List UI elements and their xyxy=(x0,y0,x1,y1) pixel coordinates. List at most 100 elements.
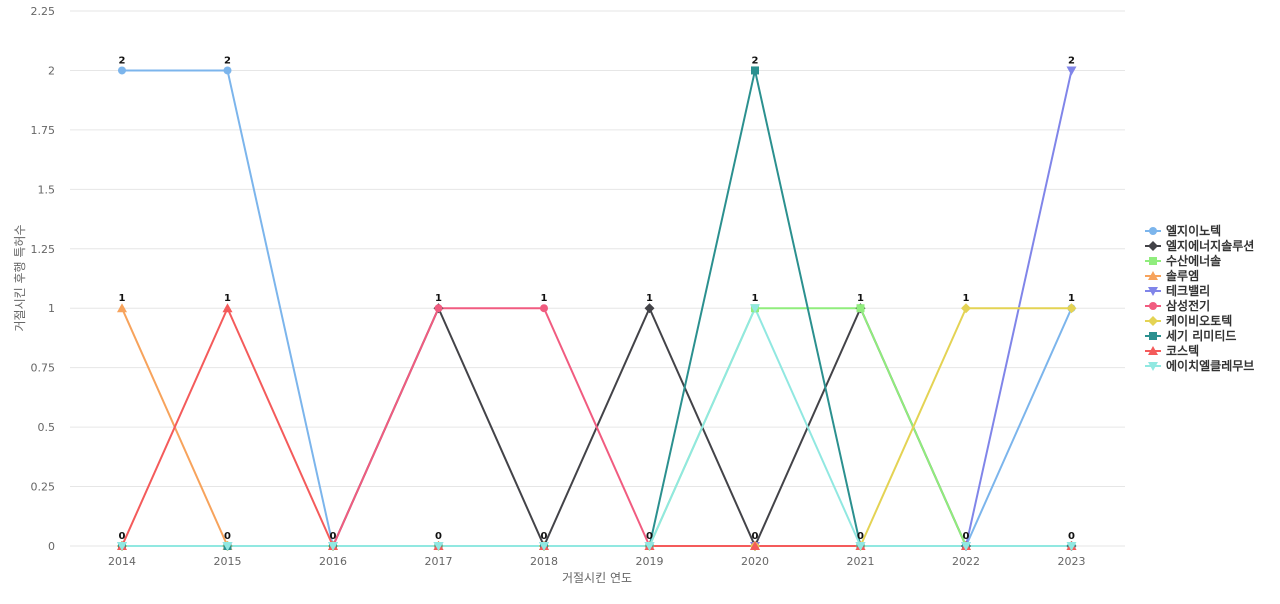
data-label: 0 xyxy=(224,531,231,542)
data-label: 1 xyxy=(1068,293,1075,304)
grid-layer xyxy=(70,10,1125,547)
data-point[interactable] xyxy=(433,542,444,551)
axis-layer: 거절시킨 연도 거절시킨 후행 특허수 0 0.25 0.5 0.75 1 1.25 1.5… xyxy=(12,5,1086,585)
legend-marker xyxy=(1149,257,1157,265)
y-tick-label: 0 xyxy=(48,540,55,553)
legend-marker xyxy=(1148,271,1158,280)
y-tick-label: 1.25 xyxy=(31,243,56,256)
data-label: 1 xyxy=(541,293,548,304)
data-label: 2 xyxy=(224,55,231,66)
x-tick-label: 2023 xyxy=(1058,555,1086,568)
data-point[interactable] xyxy=(1066,542,1077,551)
data-label: 1 xyxy=(224,293,231,304)
data-label: 1 xyxy=(752,293,759,304)
legend-label: 코스텍 xyxy=(1166,343,1199,358)
legend-item[interactable]: 수산에너솔 xyxy=(1145,253,1221,268)
data-label: 0 xyxy=(857,531,864,542)
series-line xyxy=(122,307,1072,547)
y-tick-label: 2 xyxy=(48,64,55,77)
y-tick-label: 0.25 xyxy=(31,481,56,494)
data-point[interactable] xyxy=(223,66,232,75)
x-tick-label: 2015 xyxy=(214,555,242,568)
data-label: 0 xyxy=(963,531,970,542)
y-tick-label: 1.5 xyxy=(38,183,56,196)
legend-item[interactable]: 솔루엠 xyxy=(1145,269,1199,283)
data-point[interactable] xyxy=(328,542,338,551)
data-label: 1 xyxy=(435,293,442,304)
legend-item[interactable]: 테크밸리 xyxy=(1145,283,1210,298)
y-tick-label: 1.75 xyxy=(31,124,56,137)
x-tick-label: 2018 xyxy=(530,555,558,568)
data-point[interactable] xyxy=(117,303,127,313)
legend-marker xyxy=(1148,287,1158,296)
legend-item[interactable]: 세기 리미티드 xyxy=(1145,328,1236,343)
data-point[interactable] xyxy=(434,304,443,313)
series-layer xyxy=(121,69,1073,547)
y-tick-label: 1 xyxy=(48,302,55,315)
x-tick-label: 2017 xyxy=(425,555,453,568)
data-label: 0 xyxy=(435,531,442,542)
legend-item[interactable]: 엘지에너지솔루션 xyxy=(1145,238,1254,253)
legend-item[interactable]: 케이비오토텍 xyxy=(1145,313,1232,328)
data-point[interactable] xyxy=(539,542,549,551)
legend-label: 에이치엘클레무브 xyxy=(1166,358,1254,373)
legend-item[interactable]: 삼성전기 xyxy=(1145,298,1210,313)
legend-marker xyxy=(1149,332,1157,340)
data-point[interactable] xyxy=(856,304,865,313)
x-tick-label: 2016 xyxy=(319,555,347,568)
legend-marker xyxy=(1148,241,1158,251)
data-point[interactable] xyxy=(961,542,971,551)
data-label: 2 xyxy=(119,55,126,66)
legend-item[interactable]: 코스텍 xyxy=(1145,343,1199,358)
x-tick-label: 2021 xyxy=(847,555,875,568)
data-point[interactable] xyxy=(750,304,760,314)
legend-label: 엘지에너지솔루션 xyxy=(1166,238,1254,253)
x-tick-label: 2020 xyxy=(741,555,769,568)
data-label: 1 xyxy=(857,293,864,304)
data-point[interactable] xyxy=(751,66,759,75)
legend-marker xyxy=(1148,346,1158,355)
x-axis-title: 거절시킨 연도 xyxy=(562,571,632,585)
x-tick-label: 2022 xyxy=(952,555,980,568)
legend-marker xyxy=(1149,302,1157,310)
y-axis-title: 거절시킨 후행 특허수 xyxy=(12,225,27,332)
data-label: 1 xyxy=(963,293,970,304)
data-label: 0 xyxy=(119,531,126,542)
data-point[interactable] xyxy=(961,303,971,314)
data-point[interactable] xyxy=(222,303,233,313)
legend-marker xyxy=(1149,227,1157,235)
data-point[interactable] xyxy=(750,541,760,550)
data-label: 2 xyxy=(752,55,759,66)
legend-label: 솔루엠 xyxy=(1166,269,1199,283)
marker-layer xyxy=(117,66,1077,551)
data-point[interactable] xyxy=(644,542,655,551)
data-point[interactable] xyxy=(644,303,655,314)
data-point[interactable] xyxy=(1066,303,1077,314)
legend-marker xyxy=(1148,316,1158,326)
legend-label: 수산에너솔 xyxy=(1166,253,1221,268)
data-label: 1 xyxy=(646,293,653,304)
legend-item[interactable]: 엘지이노텍 xyxy=(1145,223,1221,238)
data-label-layer: 2 2 2 2 1 1 1 1 1 1 1 1 1 0 0 0 0 0 0 0 0 0 0 xyxy=(119,55,1076,542)
y-tick-label: 0.75 xyxy=(31,362,56,375)
legend-label: 세기 리미티드 xyxy=(1166,328,1236,343)
legend-item[interactable]: 에이치엘클레무브 xyxy=(1145,358,1254,373)
data-label: 0 xyxy=(752,531,759,542)
data-label: 1 xyxy=(119,293,126,304)
data-point[interactable] xyxy=(117,542,127,551)
data-point[interactable] xyxy=(1066,66,1077,76)
x-tick-label: 2019 xyxy=(636,555,664,568)
legend-label: 엘지이노텍 xyxy=(1166,223,1221,238)
data-point[interactable] xyxy=(118,66,126,75)
data-point[interactable] xyxy=(855,542,866,551)
data-label: 0 xyxy=(646,531,653,542)
data-label: 0 xyxy=(1068,531,1075,542)
data-point[interactable] xyxy=(540,304,548,313)
legend-label: 테크밸리 xyxy=(1166,283,1210,298)
data-point[interactable] xyxy=(222,542,233,551)
y-tick-label: 2.25 xyxy=(31,5,56,18)
y-tick-label: 0.5 xyxy=(38,421,56,434)
